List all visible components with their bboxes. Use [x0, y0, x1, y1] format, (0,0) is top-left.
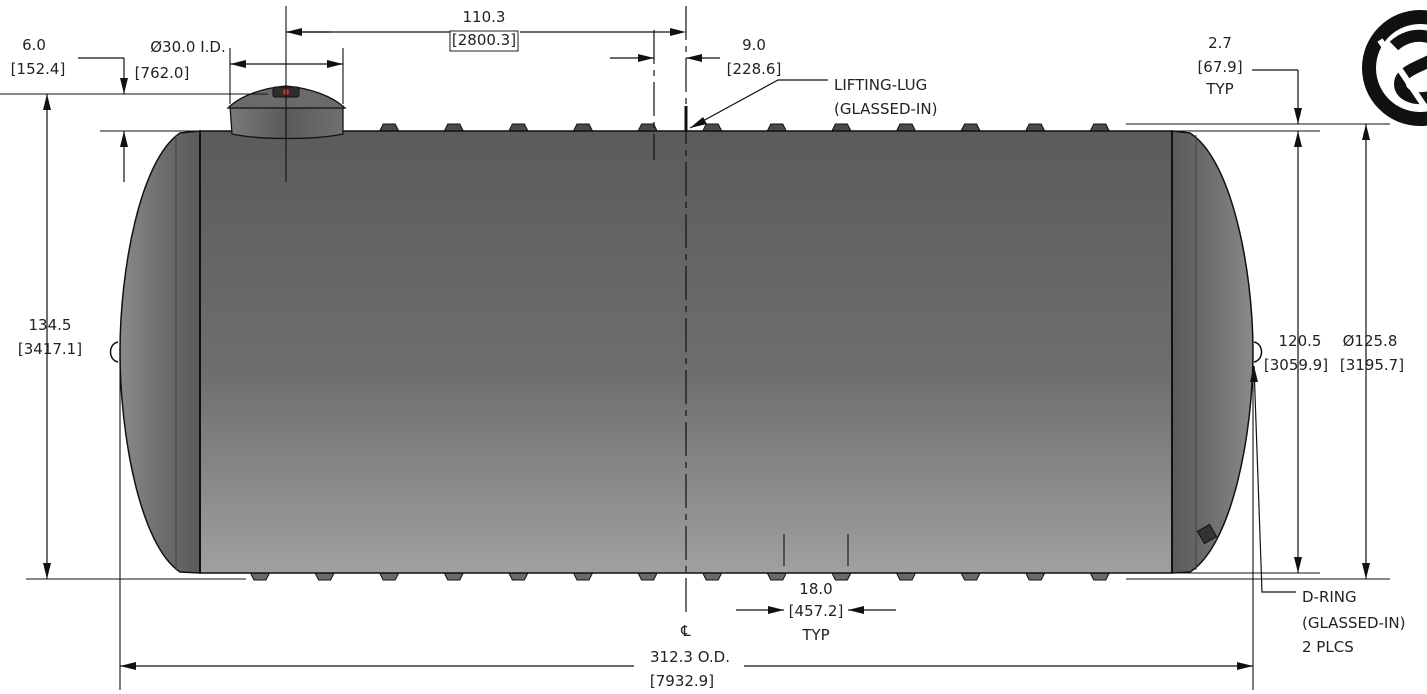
inner-height-metric: [3059.9] [1264, 356, 1328, 374]
outer-diameter-metric: [3195.7] [1340, 356, 1404, 374]
right-end-cap [1171, 130, 1254, 574]
manway-offset-value: 110.3 [463, 8, 506, 26]
manway-height-value: 6.0 [22, 36, 46, 54]
lug-offset-metric: [228.6] [727, 60, 782, 78]
inner-height-value: 120.5 [1279, 332, 1322, 350]
rib-height-note: TYP [1205, 80, 1233, 98]
manway-offset-metric: [2800.3] [452, 31, 516, 49]
d-ring-label-3: 2 PLCS [1302, 638, 1354, 656]
centerline-symbol: ℄ [680, 622, 691, 640]
outer-diameter-value: Ø125.8 [1343, 332, 1398, 350]
rib-spacing-metric: [457.2] [789, 602, 844, 620]
manway-height-metric: [152.4] [11, 60, 66, 78]
d-ring-fitting [1196, 523, 1218, 545]
overall-height-value: 134.5 [29, 316, 72, 334]
manway-diameter-value: Ø30.0 I.D. [150, 38, 225, 56]
dimension-lines [0, 6, 1390, 690]
rib-spacing-value: 18.0 [799, 580, 832, 598]
d-ring-label-1: D-RING [1302, 588, 1357, 606]
overall-length-value: 312.3 O.D. [650, 648, 730, 666]
manway-diameter-metric: [762.0] [135, 64, 190, 82]
company-logo-icon [1362, 10, 1427, 126]
d-ring-right [1253, 341, 1263, 363]
lifting-lug-label-1: LIFTING-LUG [834, 76, 927, 94]
lug-offset-value: 9.0 [742, 36, 766, 54]
rib-height-value: 2.7 [1208, 34, 1232, 52]
overall-length-metric: [7932.9] [650, 672, 714, 690]
lifting-lug-label-2: (GLASSED-IN) [834, 100, 937, 118]
dimension-labels: 110.3 [2800.3] 6.0 [152.4] Ø30.0 I.D. [7… [11, 8, 1406, 690]
d-ring-label-2: (GLASSED-IN) [1302, 614, 1405, 632]
rib-spacing-note: TYP [801, 626, 829, 644]
overall-height-metric: [3417.1] [18, 340, 82, 358]
d-ring-left [109, 341, 119, 363]
rib-height-metric: [67.9] [1197, 58, 1242, 76]
left-end-cap [119, 130, 201, 574]
